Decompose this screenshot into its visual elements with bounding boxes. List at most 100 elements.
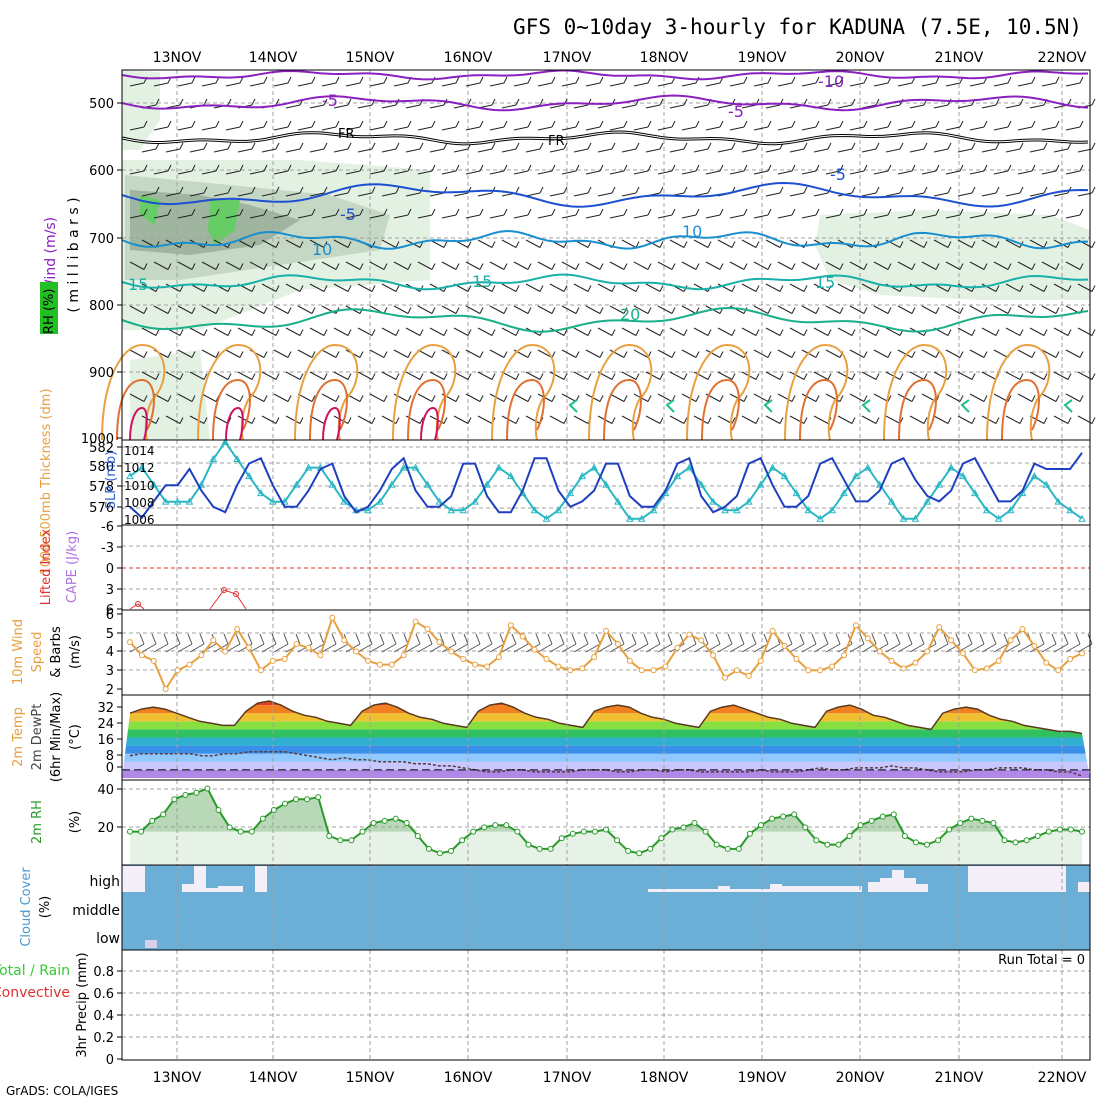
wind-barb-flag — [935, 120, 940, 128]
wind10m-point — [174, 667, 181, 674]
wind-barb — [645, 415, 661, 424]
wind10m-barb — [249, 643, 265, 653]
wind-barb-flag — [143, 395, 148, 402]
wind-barb-flag — [995, 417, 1000, 424]
wind10m-barb — [933, 643, 949, 653]
wind10m-point — [234, 626, 241, 632]
wind-barb — [309, 371, 325, 380]
wind-barb — [693, 104, 709, 109]
wind-barb — [969, 170, 985, 175]
wind-barb-flag — [587, 186, 592, 194]
wind-barb — [729, 126, 745, 131]
wind-barb-flag — [323, 329, 328, 336]
wind10m-barb-flag — [331, 633, 337, 645]
wind-barb — [261, 327, 277, 336]
wind-barb-flag — [455, 76, 460, 84]
slp-point — [614, 497, 622, 505]
precip-panel: 0.80.60.40.20 Run Total = 0 — [93, 949, 1091, 1068]
tick-label: 20 — [97, 821, 114, 836]
wind-barb — [441, 170, 457, 175]
temperature-band — [122, 705, 1090, 714]
wind-barb-flag — [1043, 142, 1048, 150]
wind-barb-flag — [1007, 307, 1012, 314]
temperature-color-bands — [122, 700, 1090, 778]
wind10m-barb — [549, 643, 565, 653]
date-tick-label: 14NOV — [249, 50, 298, 66]
wind10m-point — [650, 667, 657, 674]
wind-barb — [129, 214, 145, 219]
wind-barb-flag — [479, 208, 484, 216]
wind-barb-flag — [947, 186, 952, 194]
wind-barb-flag — [587, 241, 592, 248]
wind-barb-flag — [599, 351, 604, 358]
wind-barb — [945, 305, 961, 314]
wind-barb-flag — [863, 263, 868, 270]
wind-barb-flag — [875, 329, 880, 336]
wind-barb — [609, 305, 625, 314]
rh2m-point — [315, 794, 322, 801]
wind10m-barb-flag — [619, 633, 625, 645]
contour-label: 20 — [620, 305, 640, 324]
wind-barb-flag — [275, 241, 280, 248]
wind-barb-flag — [1091, 142, 1096, 150]
rh2m-point — [547, 845, 554, 852]
wind-barb — [741, 239, 757, 248]
wind-barb — [225, 82, 241, 87]
wind-barb — [849, 214, 865, 219]
slp-point — [542, 514, 551, 522]
wind-barb — [825, 214, 841, 219]
rh2m-point — [603, 826, 609, 833]
wind-barb-flag — [515, 241, 520, 248]
wind-barb — [129, 349, 145, 358]
wind-barb-flag — [959, 120, 964, 128]
rh2m-point — [492, 822, 499, 829]
wind-barb — [381, 192, 397, 197]
wind10m-barb — [801, 643, 817, 653]
wind10m-point — [793, 656, 800, 662]
wind-barb — [501, 283, 517, 292]
wind-barb-flag — [551, 263, 556, 270]
wind-barb — [945, 214, 961, 219]
wind-barb — [609, 82, 625, 87]
wind-barb — [153, 82, 169, 87]
wind-barb-flag — [971, 329, 976, 336]
rh2m-point — [459, 837, 466, 844]
rh2m-point — [791, 811, 798, 818]
wind10m-point — [924, 648, 931, 655]
wind-barb-flag — [1091, 373, 1096, 380]
wind-barb-flag — [983, 208, 988, 216]
wind-barb-flag — [659, 285, 664, 292]
wind-barb-flag — [863, 76, 868, 84]
wind-barb — [165, 148, 181, 153]
wind10m-barb-flag — [307, 633, 313, 645]
wind-barb — [837, 415, 853, 424]
wind-barb — [1041, 393, 1057, 402]
wind-barb-flag — [335, 120, 340, 128]
wind-barb — [141, 415, 157, 424]
cloud-gap — [255, 866, 267, 892]
wind-barb-flag — [971, 186, 976, 194]
wind10m-point — [365, 657, 371, 664]
wind-barb — [153, 170, 169, 175]
wind-barb — [201, 349, 217, 358]
wind10m-barb — [273, 643, 289, 653]
slp-point — [1030, 472, 1039, 480]
wind10m-barb — [537, 643, 553, 653]
wind-barb — [405, 104, 421, 109]
wind-barb — [537, 82, 553, 87]
wind-barb-flag — [803, 417, 808, 424]
wind-barb — [297, 126, 313, 131]
wind-barb — [1017, 170, 1033, 175]
wind-barb-flag — [383, 120, 388, 128]
wind10m-barb-flag — [895, 633, 901, 645]
wind-barb-flag — [251, 241, 256, 248]
wind-barb — [273, 393, 289, 402]
wind-barb-flag — [731, 329, 736, 336]
wind-barb — [285, 104, 301, 109]
wind-barb-flag — [395, 186, 400, 194]
wind-barb — [525, 415, 541, 424]
wind-barb-flag — [1079, 263, 1084, 270]
rh2m-point — [680, 824, 687, 831]
wind-barb — [261, 415, 277, 424]
